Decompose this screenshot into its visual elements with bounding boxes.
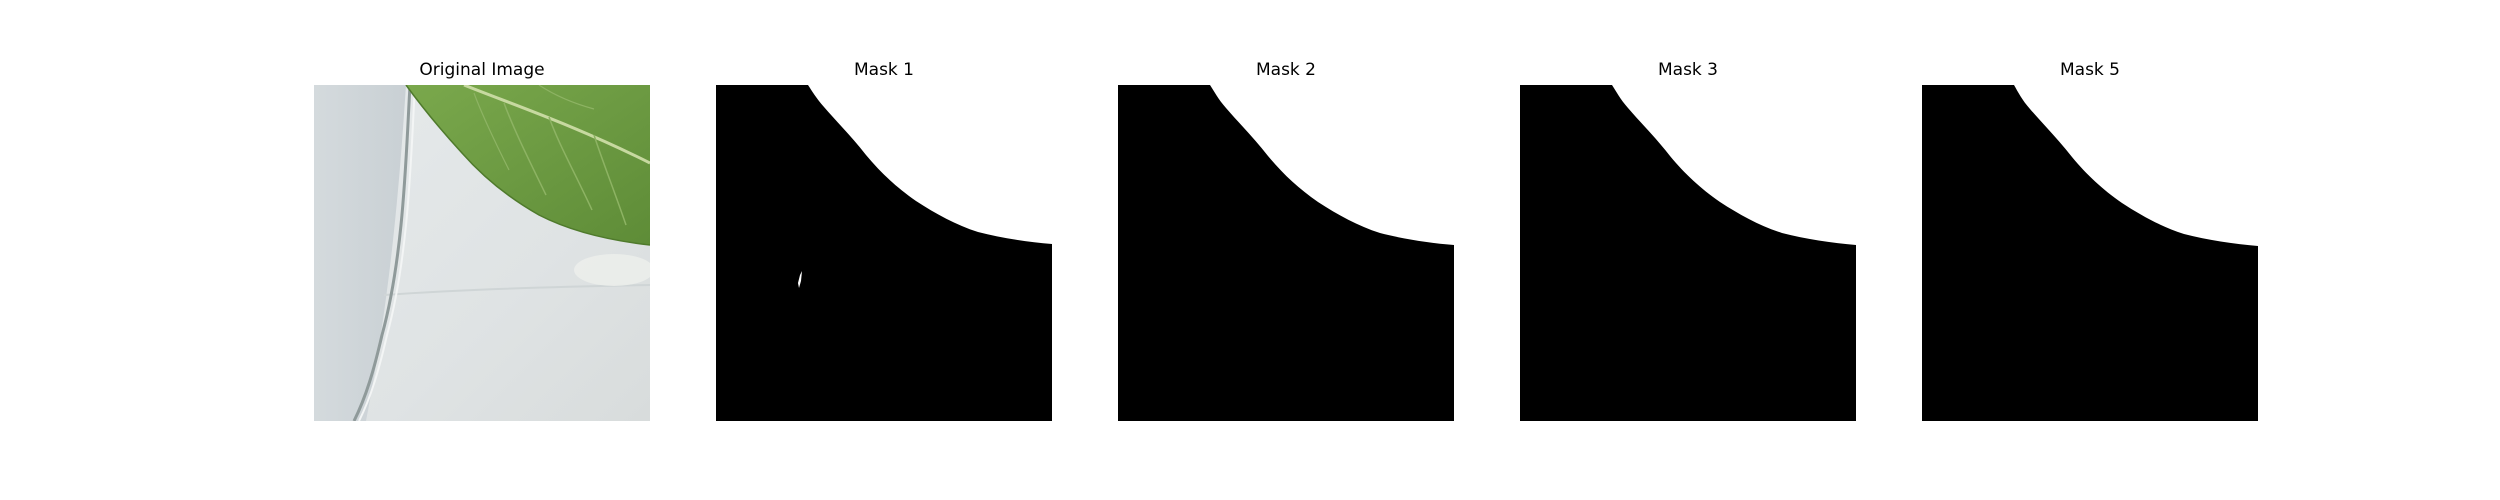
mask-leaf-region [808,85,1052,244]
edge-line [352,85,412,421]
panel-title: Mask 1 [853,60,914,80]
mask-image [716,85,1052,421]
panel-mask-1: Mask 1 [716,0,1052,500]
mask-image [1520,85,1856,421]
panel-title: Mask 3 [1657,60,1718,80]
surface-crease [383,284,650,296]
mask-speck [798,271,802,288]
mask-leaf-region [2014,85,2258,246]
panel-mask-3: Mask 3 [1520,0,1856,500]
panel-mask-5: Mask 5 [1922,0,2258,500]
mask-image [1118,85,1454,421]
mask-image [1922,85,2258,421]
edge-highlight [358,85,416,421]
panel-original-image: Original Image [314,0,650,500]
mask-leaf-region [1612,85,1856,245]
leaf-edge [405,85,650,246]
panel-title: Mask 5 [2059,60,2120,80]
light-patch [574,254,650,286]
mask-leaf-region [1210,85,1454,245]
leaf-midrib [463,85,650,165]
original-image [314,85,650,421]
panel-title: Original Image [419,60,545,80]
tray-wall [314,85,406,421]
panel-mask-2: Mask 2 [1118,0,1454,500]
panel-title: Mask 2 [1255,60,1316,80]
